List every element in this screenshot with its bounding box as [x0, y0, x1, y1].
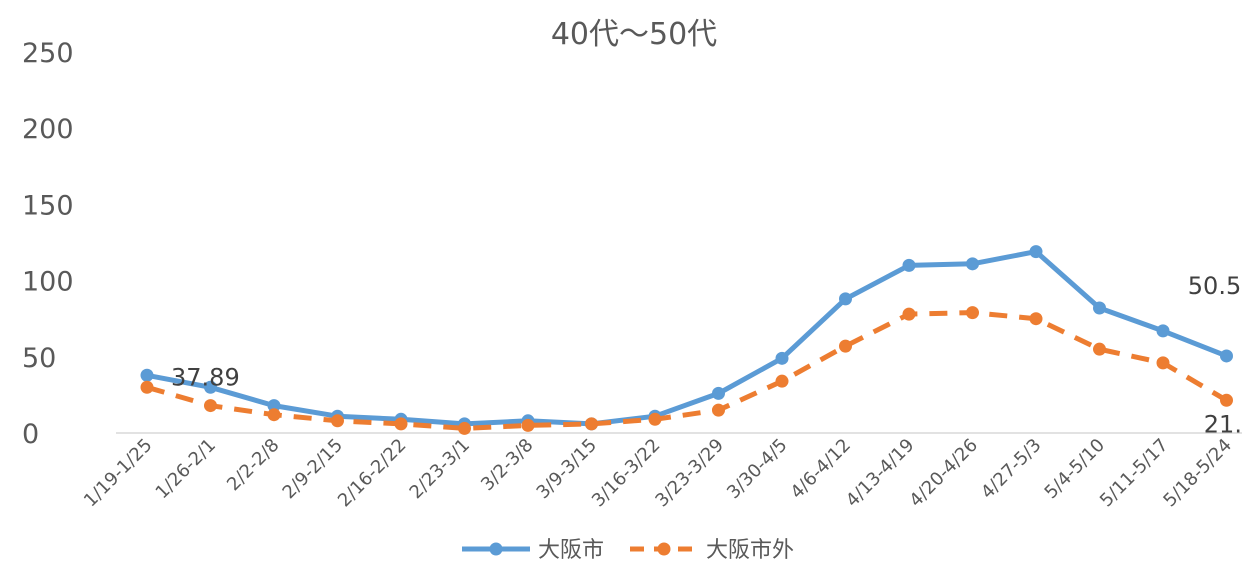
data-point	[1220, 349, 1233, 363]
x-tick-label: 2/23-3/1	[406, 435, 475, 504]
y-tick-label: 100	[22, 267, 74, 298]
data-point	[204, 399, 217, 413]
x-tick-label: 5/11-5/17	[1096, 435, 1173, 512]
x-tick-label: 3/2-3/8	[477, 435, 537, 495]
legend-item: 大阪市外	[630, 538, 794, 563]
data-point	[1156, 324, 1170, 338]
data-point	[267, 399, 281, 413]
x-tick-label: 1/26-2/1	[152, 435, 221, 504]
data-point	[839, 292, 852, 306]
legend-item: 大阪市	[462, 538, 604, 563]
series-1: 37.89 50.56	[140, 245, 1242, 431]
y-tick-label: 250	[22, 38, 74, 69]
y-tick-label: 50	[22, 343, 56, 374]
data-point	[458, 421, 471, 435]
legend-swatch-marker	[489, 542, 503, 556]
data-point	[648, 412, 662, 426]
y-tick-label: 0	[22, 419, 39, 450]
legend-swatch-marker	[657, 542, 671, 556]
y-tick-label: 150	[22, 190, 74, 221]
x-tick-label: 4/13-4/19	[842, 435, 919, 512]
series-line	[144, 249, 1229, 427]
data-point	[204, 380, 217, 394]
x-tick-label: 1/19-1/25	[80, 435, 157, 512]
data-point	[331, 414, 344, 428]
chart-title: 40代～50代	[551, 17, 717, 52]
x-tick-label: 3/23-3/29	[651, 435, 728, 512]
series-2: 21.46	[140, 306, 1242, 438]
data-point	[140, 380, 154, 394]
data-point	[775, 374, 789, 388]
x-tick-label: 4/20-4/26	[905, 435, 982, 512]
data-point	[1029, 245, 1043, 259]
data-point	[712, 386, 725, 400]
legend: 大阪市 大阪市外	[462, 538, 794, 563]
data-point	[1029, 312, 1043, 326]
data-point	[521, 418, 535, 432]
x-tick-label: 5/18-5/24	[1159, 435, 1236, 512]
data-point	[712, 403, 725, 417]
legend-label: 大阪市外	[706, 538, 794, 563]
data-label: 37.89	[171, 363, 240, 391]
data-label: 21.46	[1204, 410, 1242, 438]
x-axis: 1/19-1/251/26-2/1 2/2-2/82/9-2/152/16-2/2…	[80, 435, 1236, 512]
series-layer: 37.89 50.56 21.46	[140, 245, 1242, 438]
data-point	[1156, 356, 1170, 370]
data-point	[267, 408, 281, 422]
data-point	[966, 306, 979, 320]
data-point	[839, 339, 852, 353]
y-tick-label: 200	[22, 114, 74, 145]
data-point	[902, 307, 916, 321]
x-tick-label: 3/30-4/5	[723, 435, 792, 504]
data-point	[1220, 393, 1233, 407]
data-point	[775, 351, 789, 365]
data-point	[1093, 342, 1106, 356]
x-tick-label: 3/16-3/22	[588, 435, 665, 512]
series-line	[146, 310, 1228, 431]
data-point	[585, 417, 598, 431]
data-label: 50.56	[1188, 272, 1242, 300]
y-axis: 0 50 100 150 200 250	[22, 38, 74, 450]
x-tick-label: 2/2-2/8	[223, 435, 283, 495]
x-tick-label: 2/16-2/22	[334, 435, 411, 512]
x-tick-label: 4/27-5/3	[977, 435, 1046, 504]
data-point	[1093, 301, 1106, 315]
data-point	[902, 258, 916, 272]
data-point	[394, 417, 408, 431]
legend-label: 大阪市	[538, 538, 604, 563]
data-point	[140, 368, 154, 382]
data-point	[966, 257, 979, 271]
